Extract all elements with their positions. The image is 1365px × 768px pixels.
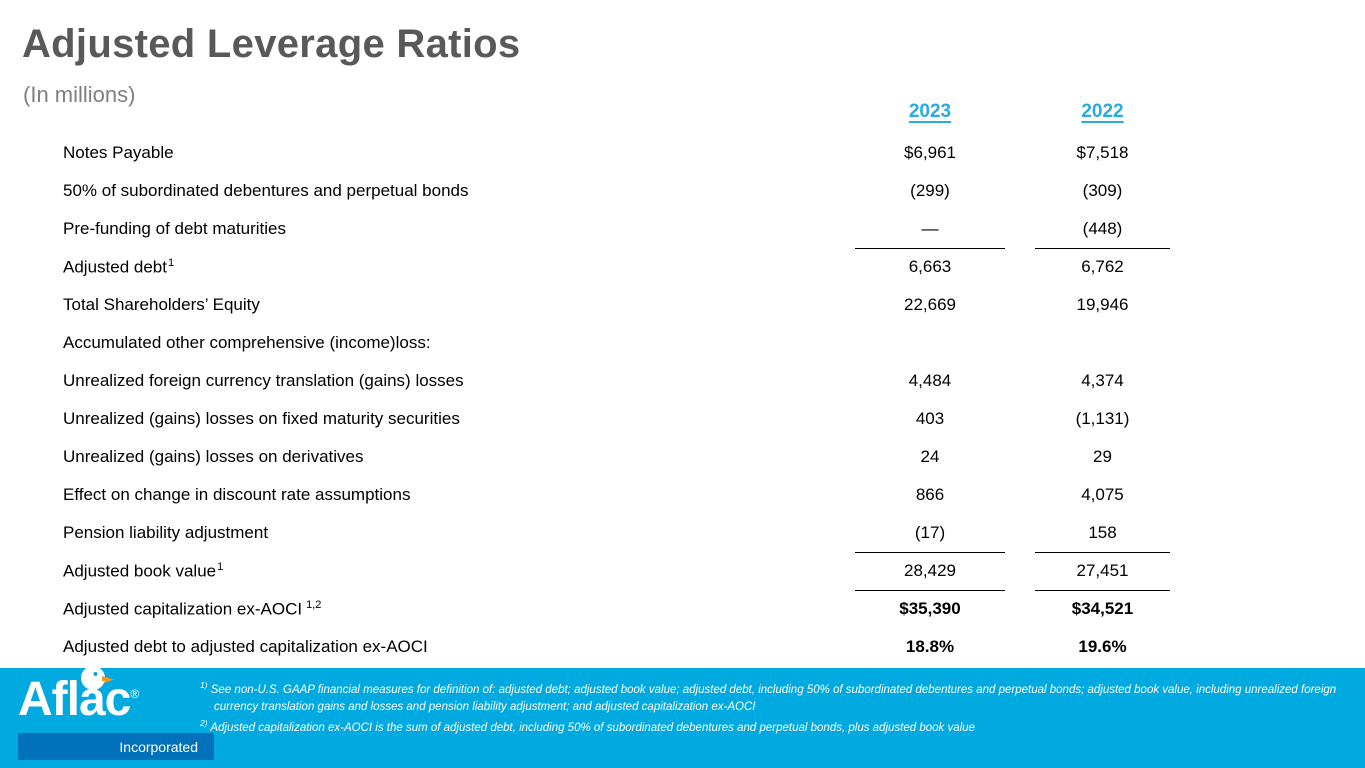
incorporated-band: Incorporated xyxy=(18,733,214,760)
footnote-2: 2) Adjusted capitalization ex-AOCI is th… xyxy=(200,717,1355,737)
table-row: Notes Payable $6,961 $7,518 xyxy=(63,134,1170,172)
aflac-logo: Aflac® Incorporated xyxy=(18,666,214,764)
value-2022: (448) xyxy=(1035,210,1170,249)
value-2022: $34,521 xyxy=(1071,599,1134,619)
value-2023: 403 xyxy=(915,409,945,428)
table-row: Adjusted book value1 28,429 27,451 xyxy=(63,552,1170,591)
table-row: Total Shareholders’ Equity 22,669 19,946 xyxy=(63,286,1170,324)
value-2022: 19,946 xyxy=(1076,295,1129,314)
footnotes: 1) See non-U.S. GAAP financial measures … xyxy=(200,679,1355,739)
value-2023: $35,390 xyxy=(899,599,961,619)
table-row: Pension liability adjustment (17) 158 xyxy=(63,514,1170,553)
table-row: 50% of subordinated debentures and perpe… xyxy=(63,172,1170,210)
value-2022: 4,374 xyxy=(1081,371,1124,390)
row-label: Total Shareholders’ Equity xyxy=(63,295,260,314)
incorporated-label: Incorporated xyxy=(119,738,198,755)
footnote-2-marker: 2) xyxy=(200,718,208,729)
leverage-table: 2023 2022 Notes Payable $6,961 $7,518 50… xyxy=(63,90,1170,666)
table-row: Unrealized (gains) losses on derivatives… xyxy=(63,438,1170,476)
row-label: Adjusted debt to adjusted capitalization… xyxy=(63,637,428,656)
row-label: Effect on change in discount rate assump… xyxy=(63,485,411,504)
table-row: Effect on change in discount rate assump… xyxy=(63,476,1170,514)
aflac-duck-icon xyxy=(81,666,114,690)
value-2023: (17) xyxy=(855,514,1005,553)
table-row: Unrealized foreign currency translation … xyxy=(63,362,1170,400)
value-2023: 4,484 xyxy=(908,371,952,390)
table-row: Adjusted capitalization ex-AOCI 1,2 $35,3… xyxy=(63,590,1170,628)
table-row: Adjusted debt to adjusted capitalization… xyxy=(63,628,1170,666)
value-2022: 29 xyxy=(1093,447,1112,466)
value-2023: 22,669 xyxy=(904,295,956,314)
value-2022: 6,762 xyxy=(1081,257,1124,277)
table-row: Accumulated other comprehensive (income)… xyxy=(63,324,1170,362)
registered-mark: ® xyxy=(130,687,140,701)
value-2023: 28,429 xyxy=(855,552,1005,591)
table-row: Pre-funding of debt maturities — (448) xyxy=(63,210,1170,249)
row-label: Pre-funding of debt maturities xyxy=(63,219,287,238)
row-label: Accumulated other comprehensive (income)… xyxy=(63,333,431,352)
value-2023: 18.8% xyxy=(905,637,955,656)
footnote-ref: 1 xyxy=(167,256,175,269)
value-2022: (309) xyxy=(1082,181,1123,200)
value-2022: 158 xyxy=(1035,514,1170,553)
footnote-1: 1) See non-U.S. GAAP financial measures … xyxy=(200,679,1355,715)
footnote-1-text: See non-U.S. GAAP financial measures for… xyxy=(210,683,1337,713)
value-2023: 6,663 xyxy=(908,257,952,277)
slide-subtitle: (In millions) xyxy=(23,82,136,107)
column-header-2022: 2022 xyxy=(1081,101,1124,122)
footer-bar: Aflac® Incorporated 1) See non-U.S. GAAP… xyxy=(0,666,1365,768)
value-2022: 19.6% xyxy=(1078,637,1127,656)
value-2022: $7,518 xyxy=(1076,143,1129,162)
row-label: Adjusted capitalization ex-AOCI 1,2 xyxy=(63,598,322,619)
footnote-ref: 1,2 xyxy=(306,598,322,611)
page-title: Adjusted Leverage Ratios xyxy=(22,22,521,66)
logo-wordmark: Aflac xyxy=(18,673,131,726)
table-row: Adjusted debt1 6,663 6,762 xyxy=(63,248,1170,286)
column-header-2023: 2023 xyxy=(908,101,952,122)
value-2022: 27,451 xyxy=(1035,552,1170,591)
row-label: Unrealized (gains) losses on fixed matur… xyxy=(63,409,460,428)
row-label: 50% of subordinated debentures and perpe… xyxy=(63,181,469,200)
row-label: Unrealized (gains) losses on derivatives xyxy=(63,447,364,466)
value-2022 xyxy=(1035,324,1170,362)
footnote-2-text: Adjusted capitalization ex-AOCI is the s… xyxy=(210,722,975,734)
value-2023: 866 xyxy=(915,485,945,504)
row-label: Unrealized foreign currency translation … xyxy=(63,371,464,390)
footnote-ref: 1 xyxy=(217,560,224,573)
footnote-1-marker: 1) xyxy=(200,680,208,690)
value-2023: — xyxy=(855,210,1005,249)
row-label: Adjusted debt1 xyxy=(63,256,175,277)
row-label: Pension liability adjustment xyxy=(63,523,269,542)
value-2023: 24 xyxy=(920,447,940,466)
value-2023 xyxy=(855,324,1005,362)
value-2022: 4,075 xyxy=(1081,485,1124,504)
value-2023: (299) xyxy=(910,181,950,200)
value-2022: (1,131) xyxy=(1075,409,1130,428)
row-label: Adjusted book value1 xyxy=(63,560,224,581)
row-label: Notes Payable xyxy=(63,143,174,162)
value-2023: $6,961 xyxy=(904,143,956,162)
header-spacer xyxy=(63,90,855,134)
column-gap xyxy=(1005,90,1035,134)
header-row: 2023 2022 xyxy=(63,90,1170,134)
table-row: Unrealized (gains) losses on fixed matur… xyxy=(63,400,1170,438)
